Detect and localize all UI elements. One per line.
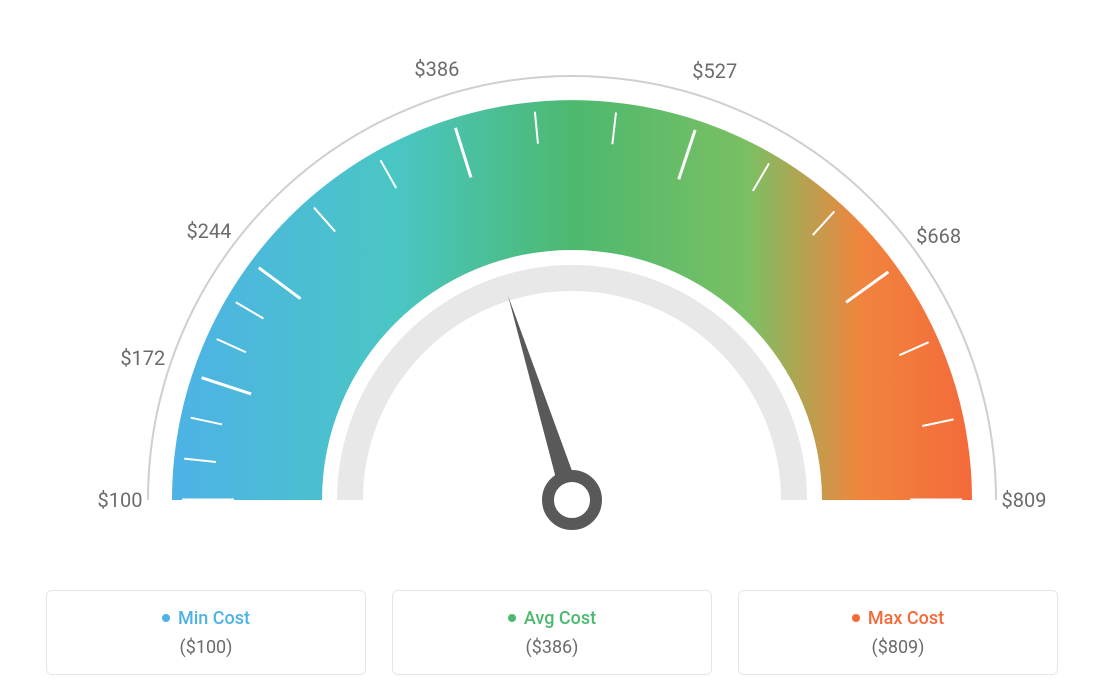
legend-min-text: Min Cost [178, 608, 250, 629]
gauge-chart: $100 $172 $244 $386 $527 $668 $809 [20, 20, 1084, 580]
tick-label: $809 [1002, 488, 1047, 512]
dot-icon [162, 614, 170, 622]
legend-max-text: Max Cost [868, 608, 944, 629]
legend-avg: Avg Cost ($386) [392, 590, 712, 675]
legend-max-value: ($809) [759, 637, 1037, 658]
tick-label: $244 [186, 219, 231, 243]
tick-label: $527 [692, 59, 737, 83]
legend-min-value: ($100) [67, 637, 345, 658]
legend-row: Min Cost ($100) Avg Cost ($386) Max Cost… [20, 590, 1084, 675]
dot-icon [508, 614, 516, 622]
legend-avg-value: ($386) [413, 637, 691, 658]
legend-avg-label: Avg Cost [508, 608, 596, 629]
tick-label: $100 [98, 488, 143, 512]
gauge-svg [20, 20, 1084, 580]
tick-label: $386 [414, 57, 459, 81]
legend-max-label: Max Cost [852, 608, 944, 629]
legend-avg-text: Avg Cost [524, 608, 596, 629]
legend-min: Min Cost ($100) [46, 590, 366, 675]
tick-label: $172 [120, 346, 165, 370]
tick-label: $668 [916, 224, 961, 248]
dot-icon [852, 614, 860, 622]
legend-min-label: Min Cost [162, 608, 250, 629]
legend-max: Max Cost ($809) [738, 590, 1058, 675]
